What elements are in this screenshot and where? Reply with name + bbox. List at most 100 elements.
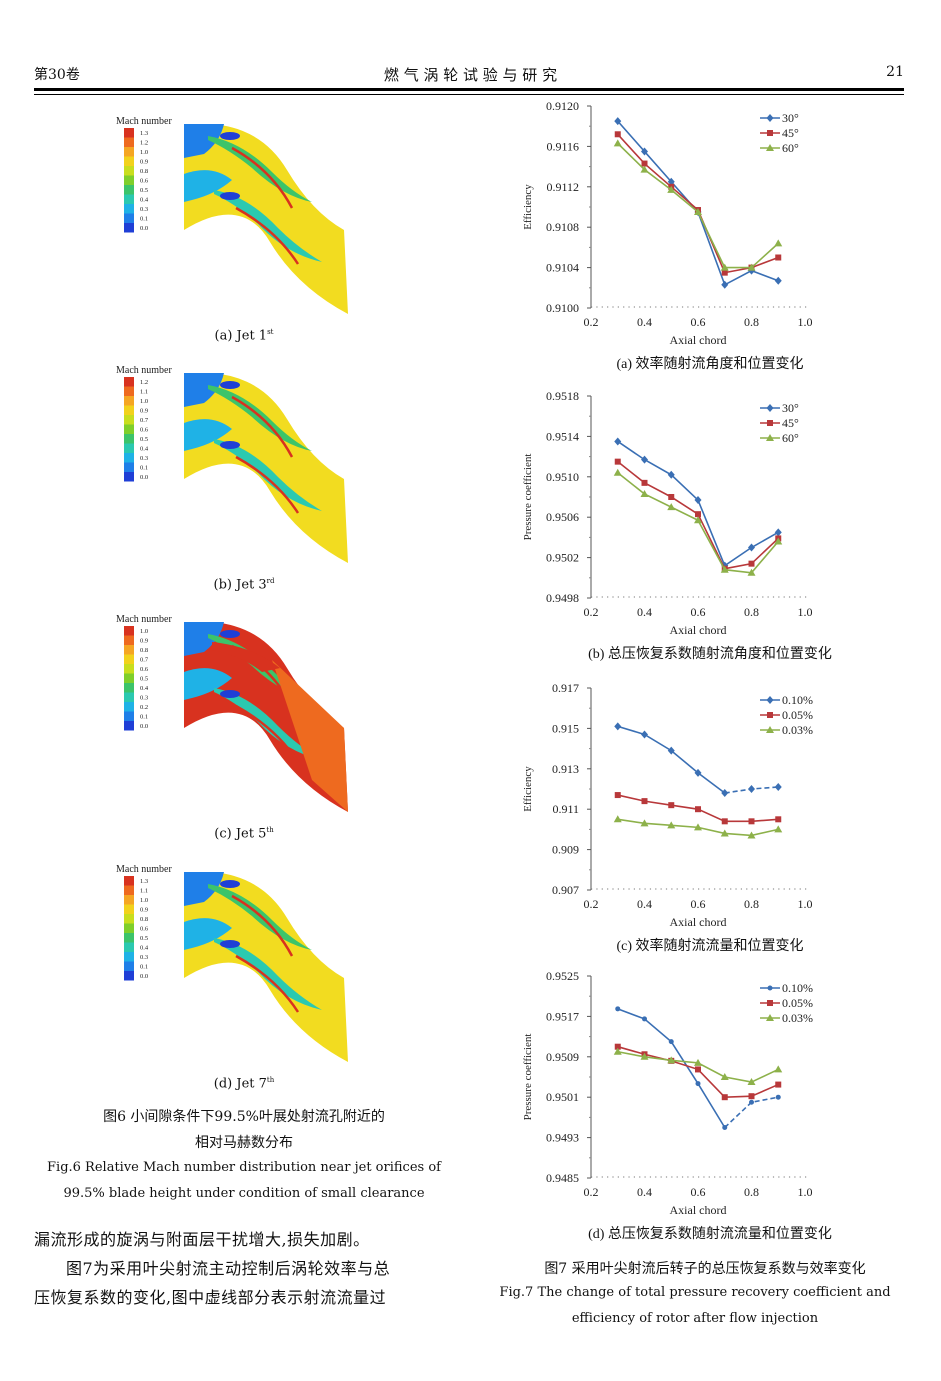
data-point [614, 437, 622, 446]
data-point [614, 117, 622, 126]
y-tick-label: 0.9506 [546, 510, 579, 524]
y-tick-label: 0.9501 [546, 1090, 579, 1104]
fig6-caption-cn-1: 图6 小间隙条件下99.5%叶展处射流孔附近的 [103, 1109, 385, 1125]
colorbar-swatch [124, 673, 134, 683]
colorbar-tick: 1.0 [140, 897, 148, 904]
y-tick-label: 0.909 [552, 843, 579, 857]
x-axis-label: Axial chord [670, 623, 727, 637]
y-tick-label: 0.9518 [546, 389, 579, 403]
colorbar-tick: 0.9 [140, 159, 148, 166]
colorbar-tick: 0.4 [140, 685, 149, 692]
data-point [668, 802, 675, 809]
y-tick-label: 0.9509 [546, 1050, 579, 1064]
y-tick-label: 0.9104 [546, 261, 579, 275]
y-tick-label: 0.9100 [546, 301, 579, 315]
colorbar-swatch [124, 721, 134, 731]
data-point [641, 147, 648, 156]
colorbar-swatch [124, 711, 134, 721]
data-point [721, 818, 728, 825]
legend-label: 60° [782, 141, 799, 155]
blade-passage [184, 124, 348, 314]
volume-label: 第30卷 [34, 67, 80, 83]
x-tick-label: 0.8 [744, 315, 759, 329]
data-point [774, 528, 782, 537]
colorbar-swatch [124, 223, 134, 233]
data-point [667, 821, 676, 829]
colorbar-tick: 0.6 [140, 178, 149, 185]
data-point [667, 746, 675, 755]
x-tick-label: 0.2 [584, 605, 599, 619]
colorbar-tick: 0.0 [140, 225, 148, 232]
data-point [767, 1000, 773, 1006]
colorbar-tick: 0.8 [140, 916, 148, 923]
data-point [694, 768, 702, 777]
colorbar-swatch [124, 933, 134, 943]
body-line-3: 压恢复系数的变化,图中虚线部分表示射流流量过 [34, 1288, 387, 1307]
x-tick-label: 0.2 [584, 897, 599, 911]
fig7-chart-2: 0.9518 0.9514 0.9510 0.9506 0.9502 0.9498 0.2 0… [522, 389, 832, 662]
x-axis-label: Axial chord [670, 915, 727, 929]
colorbar-swatch [124, 175, 134, 185]
data-point [641, 730, 648, 739]
data-point [694, 496, 702, 505]
data-point [748, 785, 755, 793]
x-tick-label: 0.8 [744, 1185, 759, 1199]
data-point [613, 139, 622, 147]
colorbar-tick: 1.3 [140, 878, 148, 885]
x-tick-label: 0.4 [637, 315, 652, 329]
legend-label: 0.10% [782, 693, 813, 707]
legend-entry: 60° [760, 431, 799, 445]
data-point [774, 1065, 783, 1073]
data-point [667, 503, 676, 511]
x-tick-label: 0.4 [637, 897, 652, 911]
colorbar-swatch [124, 405, 134, 415]
subcaption-text: (b) Jet 3 [213, 577, 267, 593]
colorbar-tick: 1.2 [140, 379, 148, 386]
y-tick-label: 0.9510 [546, 470, 579, 484]
blade-passage [184, 622, 348, 812]
y-axis-label: Pressure coefficient [522, 454, 534, 541]
colorbar-tick: 0.8 [140, 168, 148, 175]
series-line [613, 139, 783, 271]
colorbar-tick: 0.1 [140, 714, 148, 721]
colorbar-tick: 0.1 [140, 465, 148, 472]
y-tick-label: 0.9502 [546, 551, 579, 565]
y-tick-label: 0.9517 [546, 1009, 579, 1023]
colorbar-swatch [124, 443, 134, 453]
legend-label: 60° [782, 431, 799, 445]
colorbar-tick: 0.0 [140, 474, 148, 481]
journal-title: 燃 气 涡 轮 试 验 与 研 究 [383, 66, 558, 84]
body-text: 漏流形成的旋涡与附面层干扰增大,损失加剧。 图7为采用叶尖射流主动控制后涡轮效率… [34, 1225, 454, 1312]
data-point [668, 1039, 674, 1045]
fig6-caption-cn-2: 相对马赫数分布 [195, 1135, 293, 1151]
data-point [613, 468, 622, 476]
header-rule-thin [34, 94, 904, 95]
series-line [613, 815, 783, 839]
colorbar-tick: 0.3 [140, 455, 148, 462]
data-point [640, 489, 649, 497]
y-tick-label: 0.9116 [546, 139, 579, 153]
colorbar-tick: 1.0 [140, 398, 148, 405]
colorbar-swatch [124, 971, 134, 981]
colorbar-swatch [124, 166, 134, 176]
colorbar-swatch [124, 683, 134, 693]
data-point [749, 1099, 754, 1105]
colorbar-swatch [124, 137, 134, 147]
data-point [766, 434, 774, 441]
colorbar-swatch [124, 128, 134, 138]
legend-label: 30° [782, 111, 799, 125]
colorbar-swatch [124, 626, 134, 636]
data-point [774, 825, 783, 833]
x-tick-label: 0.6 [691, 1185, 706, 1199]
x-tick-label: 0.2 [584, 1185, 599, 1199]
data-point [667, 185, 676, 193]
y-tick-label: 0.911 [552, 802, 579, 816]
colorbar-tick: 0.5 [140, 436, 148, 443]
x-tick-label: 1.0 [798, 897, 813, 911]
colorbar-tick: 0.5 [140, 935, 148, 942]
colorbar-swatch [124, 156, 134, 166]
data-point [720, 565, 729, 573]
colorbar-swatch [124, 194, 134, 204]
legend-label: 45° [782, 126, 799, 140]
x-tick-label: 0.6 [691, 897, 706, 911]
